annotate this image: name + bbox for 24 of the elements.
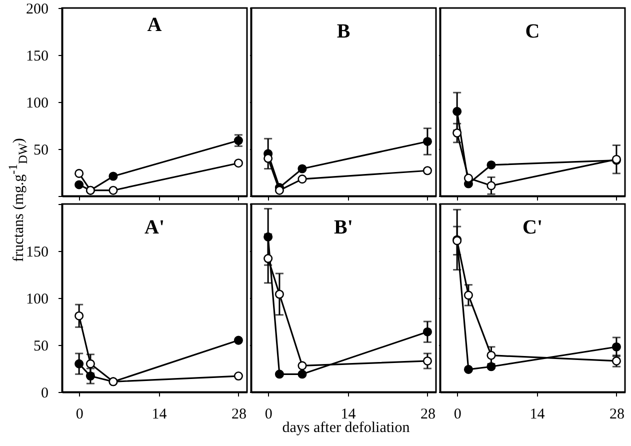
- y-tick-label: 200: [26, 2, 48, 18]
- text: C: [525, 20, 540, 42]
- x-axis-title: days after defoliation: [282, 420, 410, 437]
- y-tick-label: 0: [41, 386, 48, 402]
- y-tick-label: 100: [26, 96, 48, 112]
- y-tick-label: 100: [26, 292, 48, 308]
- x-tick-label: 28: [609, 406, 624, 422]
- chart-title: A: [147, 14, 162, 36]
- x-tick-label: 28: [420, 406, 436, 422]
- y-tick-label: 50: [34, 338, 48, 354]
- x-tick-label: 0: [76, 406, 84, 422]
- text: B: [336, 20, 350, 42]
- y-tick-label: 50: [34, 142, 48, 158]
- text: B': [334, 216, 353, 238]
- text: C': [522, 216, 542, 238]
- x-tick-label: 28: [231, 406, 246, 422]
- x-tick-label: 14: [530, 406, 546, 422]
- x-tick-label: 0: [264, 406, 272, 422]
- x-tick-label: 14: [152, 406, 168, 422]
- y-tick-label: 150: [26, 48, 48, 64]
- y-tick-label: 150: [26, 244, 48, 260]
- text: A': [144, 216, 164, 238]
- x-tick-label: 0: [454, 406, 462, 422]
- x-tick-label: 14: [340, 406, 356, 422]
